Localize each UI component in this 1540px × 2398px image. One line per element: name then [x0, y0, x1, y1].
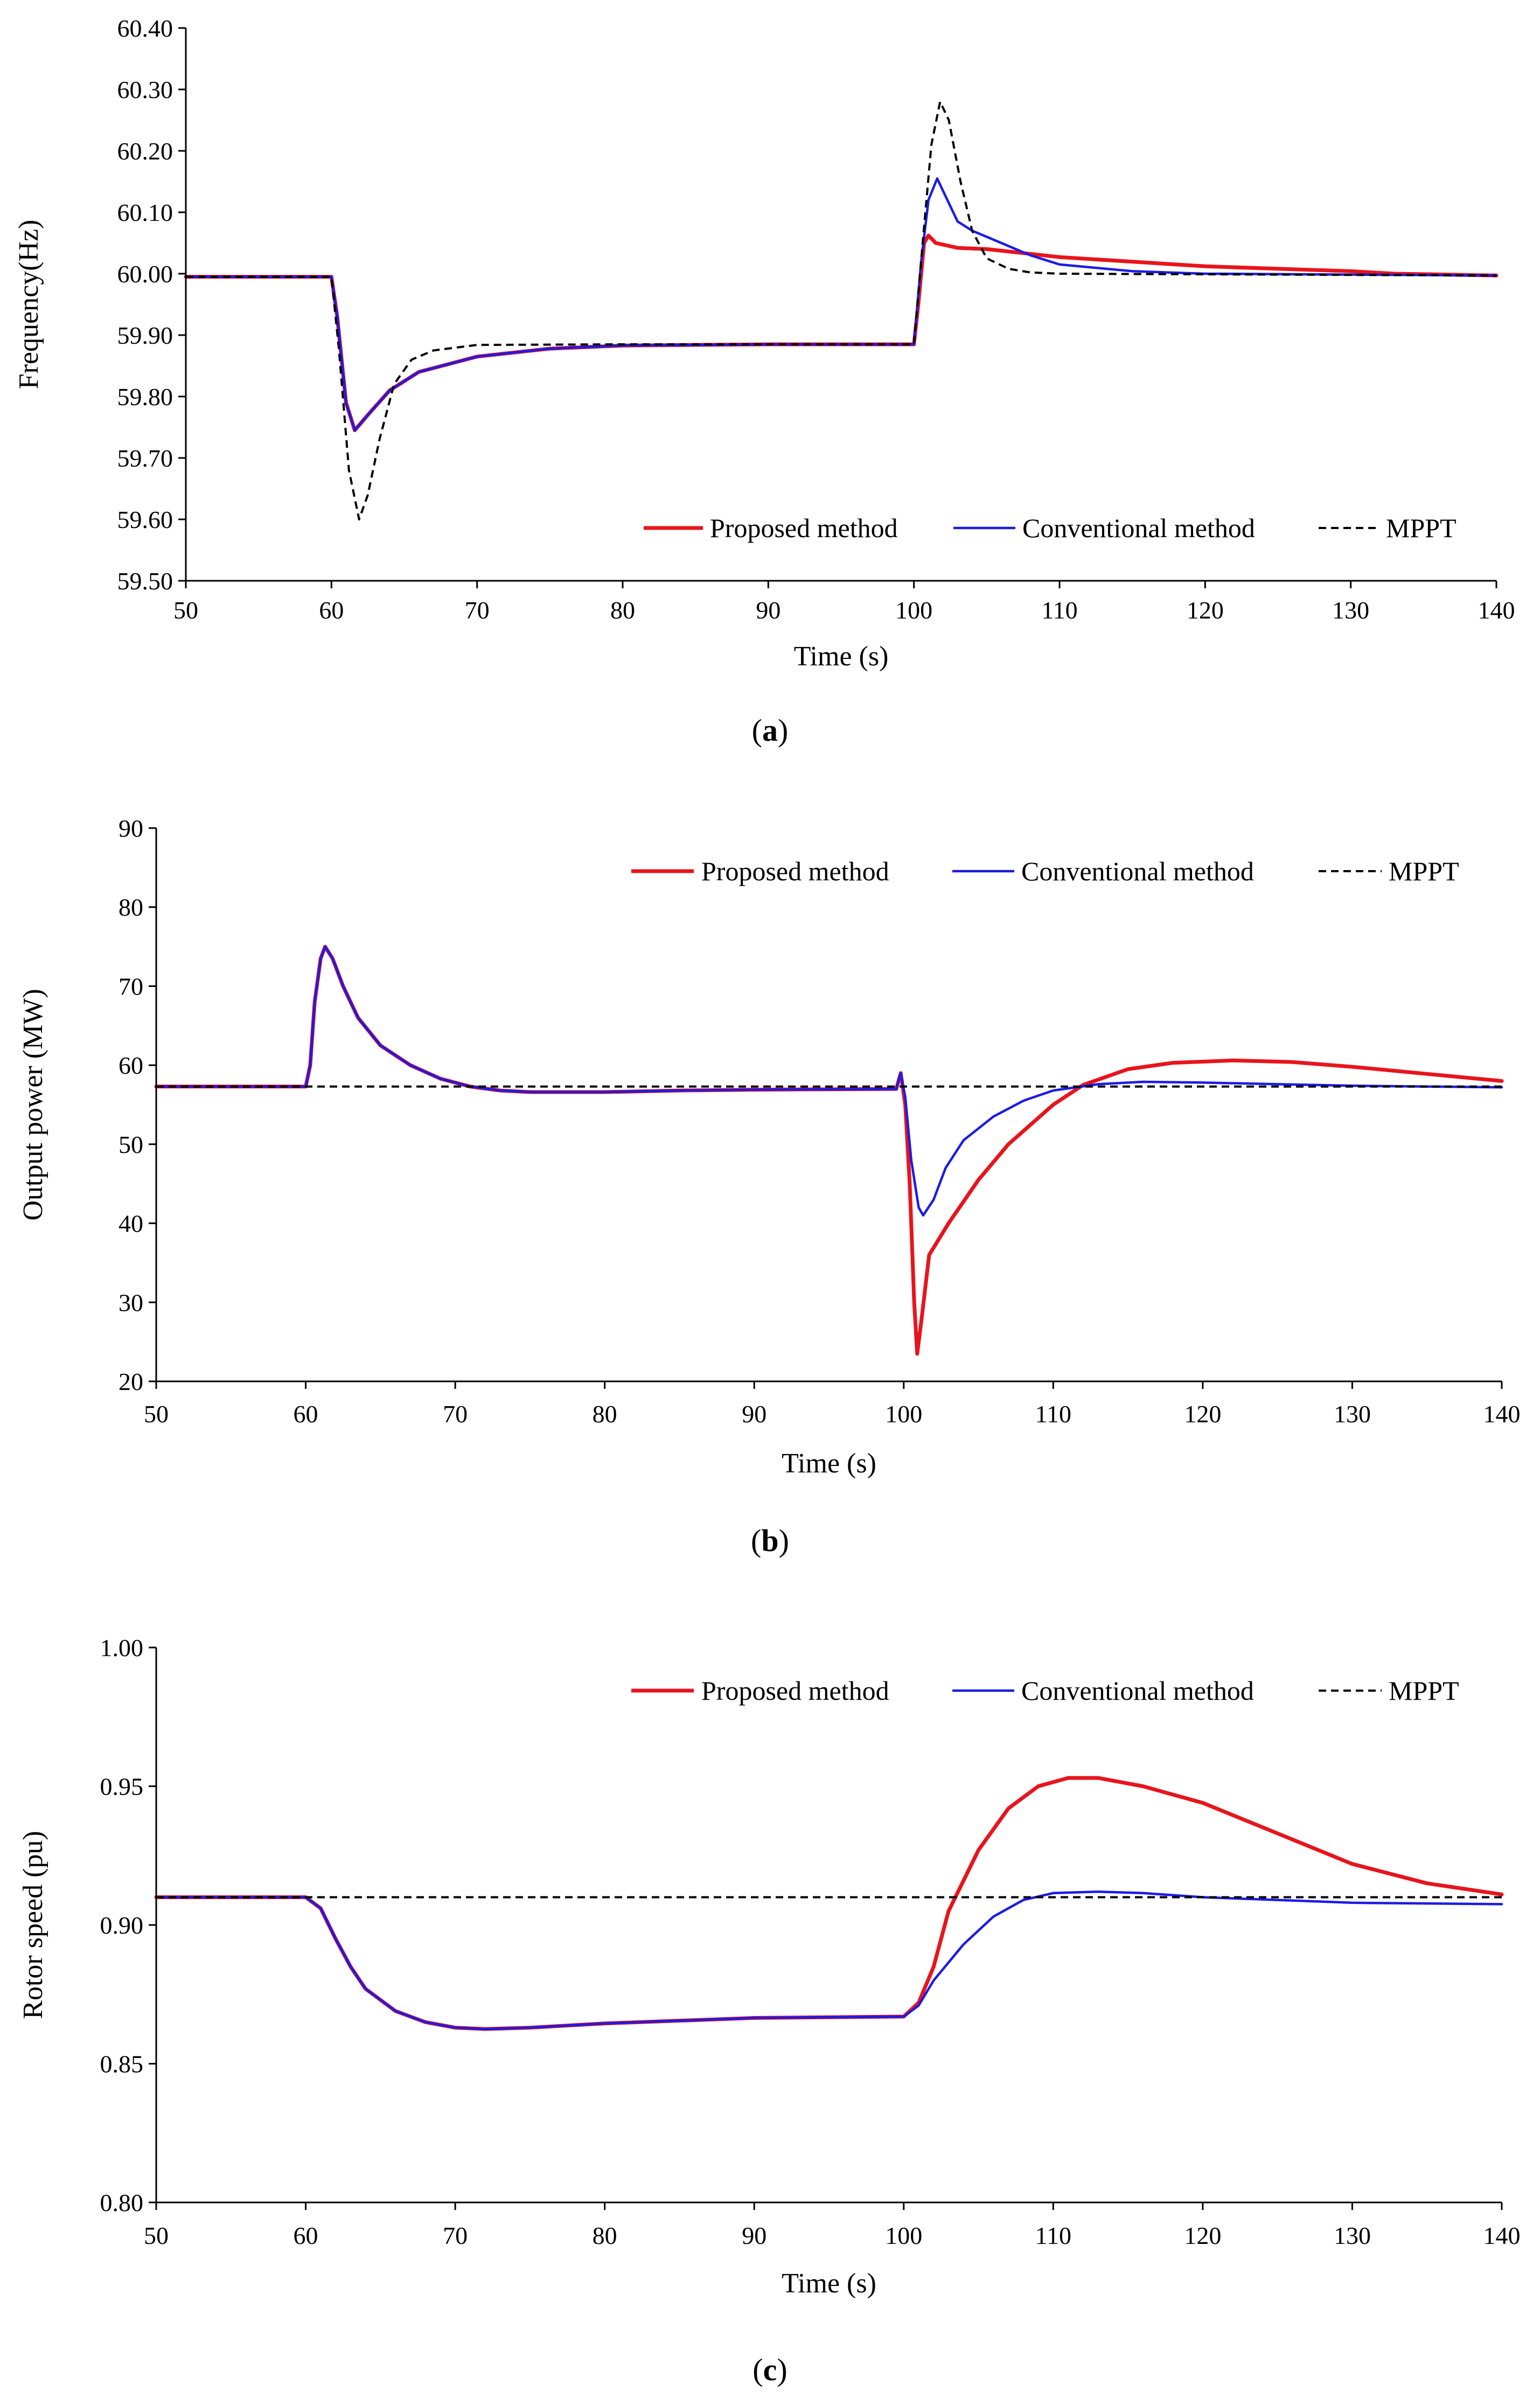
legend-label-mppt: MPPT: [1389, 856, 1459, 886]
series-line-conventional-method: [155, 945, 1503, 1217]
y-tick-label: 59.80: [117, 383, 173, 411]
x-tick-label: 80: [593, 2222, 617, 2249]
x-tick-label: 80: [593, 1400, 617, 1428]
y-tick-label: 0.80: [100, 2189, 144, 2216]
axes: [178, 27, 1497, 588]
x-tick-label: 140: [1478, 596, 1515, 624]
legend-label-conventional-method: Conventional method: [1021, 1676, 1254, 1706]
frequency-chart: 59.50 59.60 59.70 59.80 59.90 60.00 60.10 60.20…: [13, 15, 1515, 672]
legend-label-proposed-method: Proposed method: [710, 513, 898, 543]
legend: Proposed method Conventional method MPPT: [644, 513, 1457, 543]
x-tick-label: 70: [443, 1400, 468, 1428]
x-axis-title: Time (s): [782, 1448, 876, 1479]
x-axis-title: Time (s): [782, 2268, 876, 2299]
x-tick-label: 120: [1187, 596, 1224, 624]
x-tick-label: 60: [294, 2222, 318, 2249]
y-tick-label: 40: [119, 1210, 143, 1238]
y-axis-title: Output power (MW): [18, 989, 48, 1220]
x-tick-label: 120: [1184, 1400, 1221, 1428]
y-tick-label: 60: [119, 1052, 143, 1079]
y-tick-label: 70: [119, 972, 143, 1000]
x-tick-label: 90: [756, 596, 781, 624]
legend-label-mppt: MPPT: [1389, 1676, 1459, 1706]
series-lines: [184, 100, 1499, 520]
x-tick-label: 130: [1332, 596, 1369, 624]
x-tick-label: 70: [443, 2222, 468, 2249]
x-tick-labels: 50 60 70 80 90 100 110 120 130 140: [173, 596, 1515, 624]
y-tick-label: 60.40: [117, 15, 173, 42]
series-line-mppt: [186, 100, 1497, 520]
y-tick-label: 0.95: [100, 1773, 144, 1801]
y-axis-title: Frequency(Hz): [13, 220, 44, 390]
x-tick-label: 60: [294, 1400, 318, 1428]
series-lines: [154, 1776, 1504, 2031]
legend: Proposed method Conventional method MPPT: [631, 1676, 1459, 1706]
y-axis-title: Rotor speed (pu): [18, 1831, 48, 2019]
x-tick-label: 90: [742, 2222, 766, 2249]
y-tick-label: 80: [119, 894, 143, 921]
series-lines: [154, 944, 1504, 1356]
x-tick-label: 80: [610, 596, 635, 624]
y-tick-labels: 20 30 40 50 60 70 80 90: [119, 815, 143, 1395]
y-tick-label: 59.90: [117, 322, 173, 349]
x-tick-label: 110: [1041, 596, 1077, 624]
axes: [149, 1646, 1503, 2210]
x-tick-label: 60: [319, 596, 344, 624]
output-power-chart: 20 30 40 50 60 70 80 90 50 60 70 80 90 100 110 120 130 1…: [18, 815, 1521, 1479]
series-line-proposed-method: [154, 1776, 1504, 2031]
x-tick-label: 110: [1035, 2222, 1071, 2249]
y-tick-label: 1.00: [100, 1634, 144, 1662]
x-tick-label: 100: [885, 1400, 922, 1428]
y-tick-label: 30: [119, 1289, 143, 1316]
x-tick-label: 70: [465, 596, 490, 624]
x-tick-label: 50: [144, 1400, 169, 1428]
x-tick-label: 110: [1035, 1400, 1071, 1428]
caption-b: (b): [751, 1523, 789, 1558]
legend-label-conventional-method: Conventional method: [1021, 856, 1254, 886]
x-tick-label: 130: [1334, 1400, 1371, 1428]
series-line-conventional-method: [155, 1890, 1503, 2031]
x-tick-label: 50: [144, 2222, 169, 2249]
y-tick-label: 60.00: [117, 260, 173, 288]
y-tick-label: 60.20: [117, 137, 173, 165]
x-tick-label: 50: [173, 596, 198, 624]
rotor-speed-chart: 0.80 0.85 0.90 0.95 1.00 50 60 70 80 90 100 110 120…: [18, 1634, 1521, 2299]
x-tick-label: 130: [1334, 2222, 1371, 2249]
x-tick-label: 140: [1483, 1400, 1521, 1428]
x-tick-label: 100: [895, 596, 932, 624]
y-tick-label: 59.50: [117, 567, 173, 595]
x-tick-labels: 50 60 70 80 90 100 110 120 130 140: [144, 2222, 1521, 2249]
y-tick-label: 60.10: [117, 199, 173, 226]
y-tick-label: 59.60: [117, 506, 173, 533]
axes: [149, 827, 1503, 1389]
legend-label-mppt: MPPT: [1386, 513, 1457, 543]
y-tick-label: 90: [119, 815, 143, 842]
series-line-conventional-method: [184, 177, 1498, 432]
caption-c: (c): [752, 2352, 788, 2387]
y-tick-label: 59.70: [117, 444, 173, 472]
legend-label-proposed-method: Proposed method: [701, 856, 889, 886]
y-tick-labels: 59.50 59.60 59.70 59.80 59.90 60.00 60.10 60.20…: [117, 15, 173, 595]
y-tick-label: 0.85: [100, 2051, 144, 2078]
x-axis-title: Time (s): [794, 641, 889, 672]
series-line-proposed-method: [154, 944, 1504, 1356]
caption-a: (a): [751, 713, 789, 748]
y-tick-label: 60.30: [117, 76, 173, 103]
x-tick-label: 120: [1184, 2222, 1221, 2249]
y-tick-label: 20: [119, 1368, 143, 1395]
legend-label-conventional-method: Conventional method: [1022, 513, 1255, 543]
x-tick-label: 100: [885, 2222, 922, 2249]
y-tick-labels: 0.80 0.85 0.90 0.95 1.00: [100, 1634, 144, 2216]
legend-label-proposed-method: Proposed method: [701, 1676, 889, 1706]
x-tick-label: 90: [742, 1400, 766, 1428]
series-line-proposed-method: [184, 233, 1499, 433]
x-tick-labels: 50 60 70 80 90 100 110 120 130 140: [144, 1400, 1521, 1428]
y-tick-label: 0.90: [100, 1912, 144, 1939]
legend: Proposed method Conventional method MPPT: [631, 856, 1459, 886]
x-tick-label: 140: [1483, 2222, 1521, 2249]
y-tick-label: 50: [119, 1131, 143, 1158]
